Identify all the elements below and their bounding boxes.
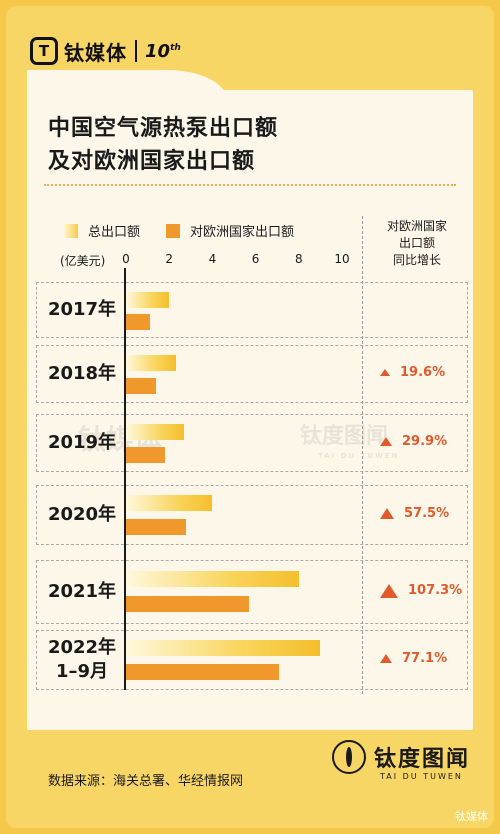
bar-eu (126, 596, 250, 613)
category-label: 2019年 (40, 431, 124, 455)
chart-title: 中国空气源热泵出口额 及对欧洲国家出口额 (48, 112, 278, 178)
growth-column-header: 对欧洲国家 出口额 同比增长 (366, 218, 468, 269)
growth-header-line-1: 对欧洲国家 (386, 219, 447, 233)
chart-row (36, 345, 468, 403)
bar-total (126, 570, 299, 587)
bar-eu (126, 447, 165, 464)
legend-eu-label: 对欧洲国家出口额 (190, 225, 295, 240)
growth-label: 57.5% (380, 506, 449, 521)
title-divider (44, 184, 456, 186)
up-triangle-icon (380, 654, 392, 663)
category-label-line: 2017年 (47, 299, 117, 320)
anniversary-suffix: th (170, 42, 181, 53)
up-triangle-icon (380, 437, 392, 446)
bar-eu (126, 378, 157, 395)
growth-value: 107.3% (408, 583, 463, 598)
x-tick-label: 2 (165, 252, 174, 266)
legend-total-swatch (64, 223, 78, 238)
x-tick-label: 6 (251, 252, 260, 266)
logo-icon: T (30, 37, 58, 65)
category-label-line: 2020年 (47, 504, 117, 525)
up-triangle-icon (380, 508, 394, 519)
category-label: 2022年 1–9月 (40, 636, 124, 684)
brand-name: 钛度图闻 (374, 747, 471, 772)
bar-eu (126, 313, 150, 330)
growth-header-line-3: 同比增长 (392, 253, 441, 267)
bar-total (126, 291, 170, 308)
logo-text: 钛媒体 (64, 40, 127, 65)
watermark-right-sub: TAI DU TUWEN (318, 452, 400, 460)
growth-label: 107.3% (380, 583, 462, 598)
growth-header-line-2: 出口额 (398, 236, 435, 250)
chart-row (36, 414, 468, 472)
logo-divider (135, 40, 137, 62)
x-tick-label: 4 (208, 252, 217, 266)
growth-label: 29.9% (380, 434, 447, 449)
bar-total (126, 354, 176, 371)
up-triangle-icon (380, 369, 390, 376)
legend-eu: 对欧洲国家出口额 (166, 221, 294, 240)
bar-eu (126, 519, 187, 536)
corner-watermark: 钛媒体 (455, 810, 488, 823)
chart-row (36, 282, 468, 338)
x-tick-label: 8 (294, 252, 303, 266)
category-label-line: 1–9月 (55, 661, 109, 682)
growth-value: 77.1% (402, 651, 448, 666)
bar-eu (126, 664, 280, 681)
unit-label: (亿美元) (60, 254, 106, 268)
legend-total-label: 总出口额 (88, 225, 141, 240)
header-logo: T 钛媒体 10th (30, 34, 181, 68)
growth-label: 19.6% (380, 365, 445, 380)
bar-total (126, 495, 213, 512)
chart-row (36, 560, 468, 624)
anniversary-badge: 10th (145, 41, 181, 62)
brand-subtitle: TAI DU TUWEN (380, 772, 463, 781)
bar-total (126, 423, 185, 440)
category-label: 2020年 (40, 503, 124, 527)
growth-value: 19.6% (400, 365, 446, 380)
growth-label: 77.1% (380, 651, 447, 666)
category-label-line: 2018年 (47, 363, 117, 384)
chart-row (36, 485, 468, 545)
watermark-right: 钛度图闻 (300, 424, 389, 449)
category-label: 2017年 (40, 298, 124, 322)
title-line-2: 及对欧洲国家出口额 (48, 149, 256, 174)
x-tick-label: 10 (334, 252, 350, 266)
up-triangle-icon (380, 583, 398, 598)
chart-row (36, 630, 468, 690)
category-label-line: 2021年 (47, 581, 117, 602)
category-label-line: 2019年 (47, 432, 117, 453)
title-line-1: 中国空气源热泵出口额 (48, 116, 279, 141)
anniversary-number: 10 (145, 40, 171, 62)
category-label: 2018年 (40, 362, 124, 386)
eye-pupil (346, 747, 352, 767)
y-axis-line (124, 268, 126, 690)
brand-logo: 钛度图闻 (332, 740, 470, 774)
category-label-line: 2022年 (47, 637, 117, 658)
legend-total: 总出口额 (64, 221, 140, 240)
x-tick-label: 0 (122, 252, 130, 266)
eye-icon (332, 740, 366, 774)
growth-value: 57.5% (404, 506, 450, 521)
growth-column-divider (362, 216, 363, 694)
bar-total (126, 640, 321, 657)
data-source: 数据来源：海关总署、华经情报网 (48, 774, 244, 789)
category-label: 2021年 (40, 580, 124, 604)
legend-eu-swatch (166, 223, 180, 238)
growth-value: 29.9% (402, 434, 448, 449)
